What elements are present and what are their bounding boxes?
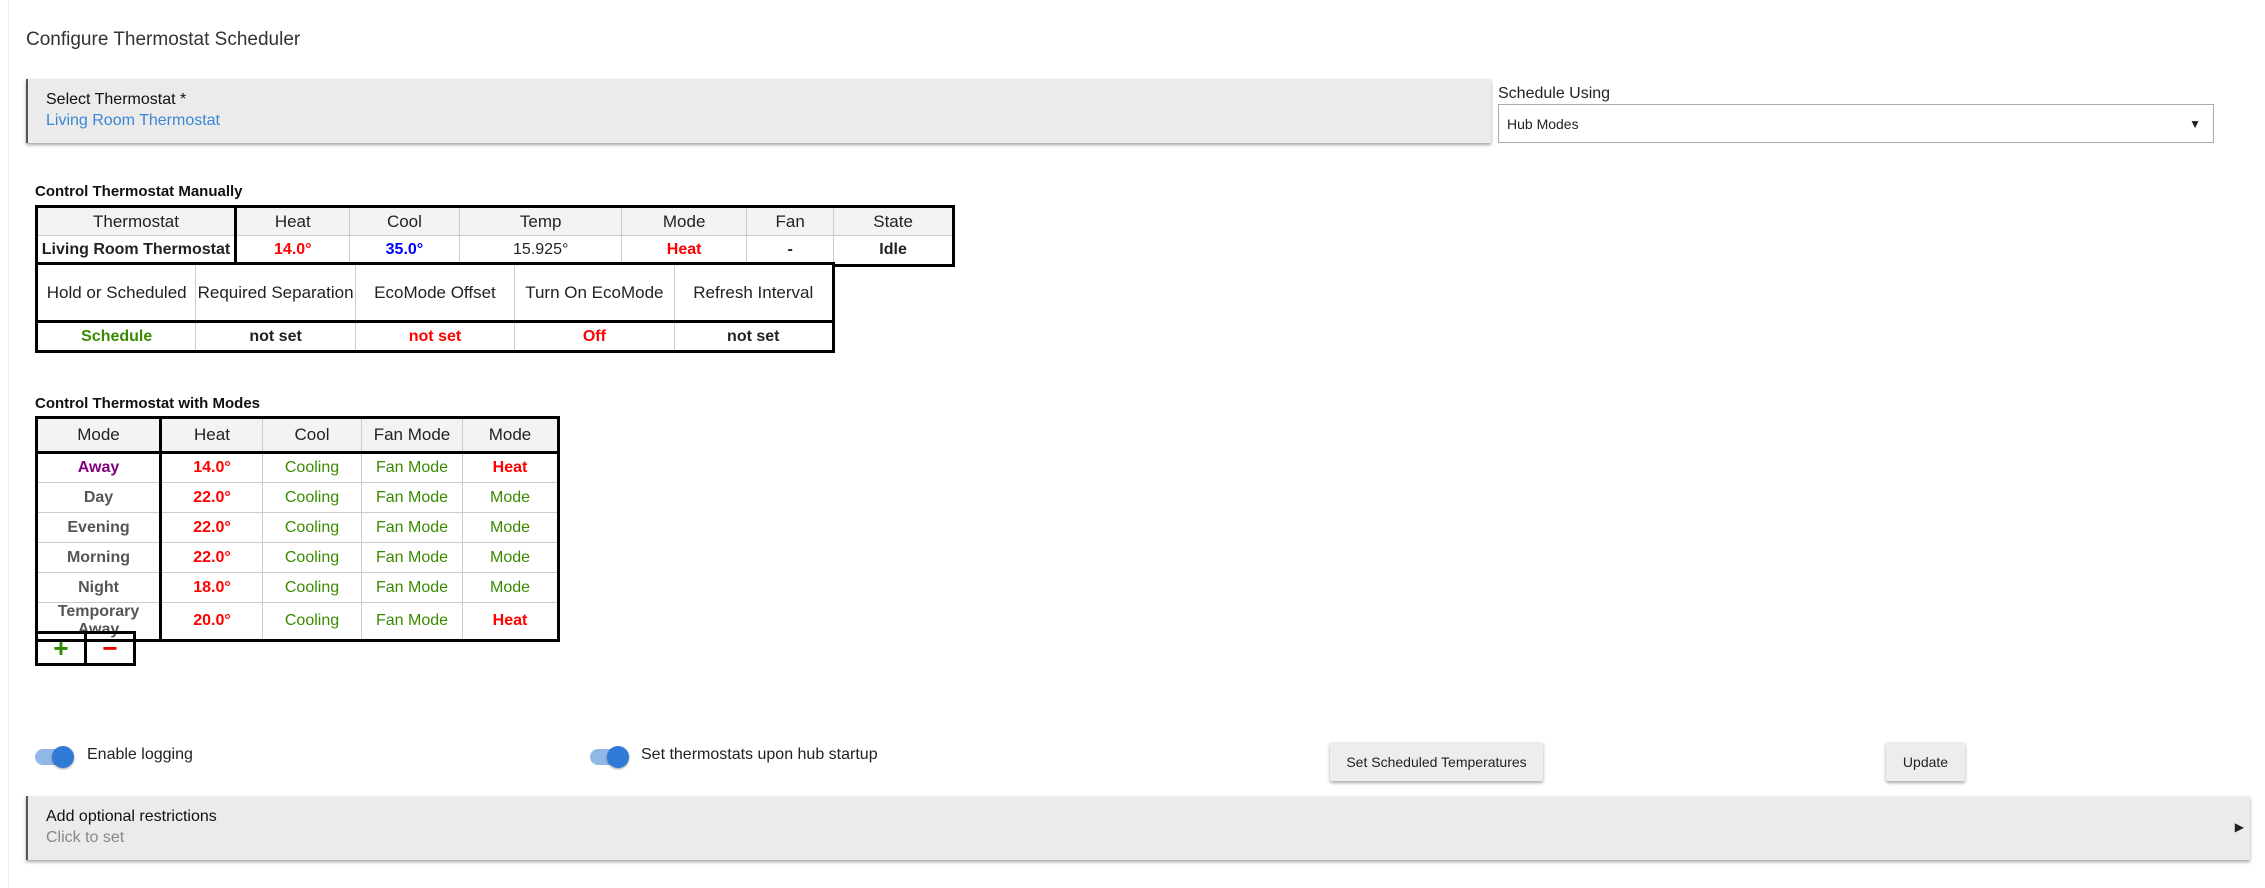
mode-heat[interactable]: 22.0° [160,542,263,573]
select-thermostat[interactable]: Select Thermostat * Living Room Thermost… [26,79,1491,143]
col-header: Mode [462,417,559,454]
schedule-using-select[interactable]: Hub Modes ▼ [1498,104,2214,143]
col-header: Fan Mode [361,417,463,454]
mode-cool[interactable]: Cooling [262,452,362,483]
mode-row: Away 14.0° Cooling Fan Mode Heat [36,452,559,483]
col-header: Cool [262,417,362,454]
enable-logging-toggle[interactable] [35,746,74,768]
add-mode-button[interactable]: + [38,633,87,663]
thermostat-mode[interactable]: Heat [621,235,748,266]
col-header: State [833,206,954,236]
hold-or-scheduled[interactable]: Schedule [35,321,197,352]
remove-mode-button[interactable]: − [102,633,118,663]
dropdown-arrow-icon: ▼ [2189,117,2201,131]
mode-thermostat-mode[interactable]: Heat [462,602,559,641]
manual-table: Thermostat Heat Cool Temp Mode Fan State… [35,205,955,267]
mode-thermostat-mode[interactable]: Heat [462,452,559,483]
mode-fan[interactable]: Fan Mode [361,602,463,641]
mode-fan[interactable]: Fan Mode [361,452,463,483]
modes-section-title: Control Thermostat with Modes [35,395,260,412]
page-title: Configure Thermostat Scheduler [26,29,301,50]
add-remove-controls: + − [35,631,136,666]
turn-on-ecomode[interactable]: Off [514,321,675,352]
manual-section-title: Control Thermostat Manually [35,183,243,200]
mode-name: Away [36,452,162,483]
left-border [0,0,9,888]
mode-name: Temporary Away [36,602,162,641]
col-header: Mode [621,206,748,236]
select-thermostat-value: Living Room Thermostat [46,112,220,129]
set-scheduled-temperatures-button[interactable]: Set Scheduled Temperatures [1330,742,1543,781]
col-header: Refresh Interval [673,263,835,323]
mode-fan[interactable]: Fan Mode [361,572,463,603]
schedule-using-label: Schedule Using [1498,85,1611,102]
modes-table: Mode Heat Cool Fan Mode Mode Away 14.0° Co… [35,416,560,642]
enable-logging-label: Enable logging [87,746,193,763]
mode-heat[interactable]: 20.0° [160,602,263,641]
heat-setpoint[interactable]: 14.0° [235,235,350,266]
mode-name: Evening [36,512,162,543]
col-header: Heat [160,417,263,454]
mode-heat[interactable]: 22.0° [160,512,263,543]
settings-table: Hold or Scheduled Required Separation Ec… [35,262,835,353]
update-button[interactable]: Update [1886,742,1965,781]
mode-row: Temporary Away 20.0° Cooling Fan Mode Heat [36,602,559,641]
mode-row: Day 22.0° Cooling Fan Mode Mode [36,482,559,513]
mode-cool[interactable]: Cooling [262,572,362,603]
fan-mode[interactable]: - [746,235,835,266]
mode-fan[interactable]: Fan Mode [361,482,463,513]
col-header: Temp [459,206,623,236]
startup-label: Set thermostats upon hub startup [641,746,878,763]
col-header: Cool [348,206,461,236]
ecomode-offset[interactable]: not set [354,321,516,352]
mode-cool[interactable]: Cooling [262,512,362,543]
mode-thermostat-mode[interactable]: Mode [462,542,559,573]
mode-name: Day [36,482,162,513]
mode-cool[interactable]: Cooling [262,602,362,641]
mode-thermostat-mode[interactable]: Mode [462,512,559,543]
col-header: Required Separation [195,263,356,323]
mode-heat[interactable]: 14.0° [160,452,263,483]
cool-setpoint[interactable]: 35.0° [348,235,461,266]
expand-arrow-icon: ▶ [2234,820,2244,834]
col-header: Mode [36,417,162,454]
mode-row: Morning 22.0° Cooling Fan Mode Mode [36,542,559,573]
schedule-using-value: Hub Modes [1507,116,1579,132]
restrictions-label: Add optional restrictions [46,808,217,825]
thermostat-state: Idle [833,235,954,266]
mode-thermostat-mode[interactable]: Mode [462,572,559,603]
mode-heat[interactable]: 18.0° [160,572,263,603]
restrictions-value: Click to set [46,829,125,846]
startup-toggle[interactable] [590,746,629,768]
optional-restrictions[interactable]: Add optional restrictions Click to set ▶ [26,796,2250,860]
required-separation[interactable]: not set [195,321,356,352]
mode-row: Evening 22.0° Cooling Fan Mode Mode [36,512,559,543]
col-header: Fan [746,206,835,236]
col-header: EcoMode Offset [354,263,516,323]
col-header: Heat [235,206,350,236]
mode-thermostat-mode[interactable]: Mode [462,482,559,513]
mode-heat[interactable]: 22.0° [160,482,263,513]
mode-row: Night 18.0° Cooling Fan Mode Mode [36,572,559,603]
refresh-interval[interactable]: not set [673,321,835,352]
mode-name: Night [36,572,162,603]
col-header: Thermostat [36,206,237,236]
mode-name: Morning [36,542,162,573]
col-header: Turn On EcoMode [514,263,675,323]
mode-fan[interactable]: Fan Mode [361,512,463,543]
current-temp: 15.925° [459,235,623,266]
thermostat-name: Living Room Thermostat [36,235,237,266]
col-header: Hold or Scheduled [35,263,197,323]
select-thermostat-label: Select Thermostat * [46,91,187,108]
mode-fan[interactable]: Fan Mode [361,542,463,573]
mode-cool[interactable]: Cooling [262,542,362,573]
mode-cool[interactable]: Cooling [262,482,362,513]
